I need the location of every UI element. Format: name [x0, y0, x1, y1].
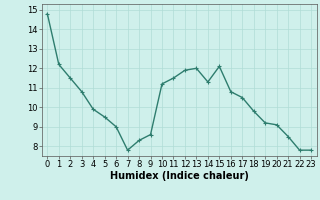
X-axis label: Humidex (Indice chaleur): Humidex (Indice chaleur) [110, 171, 249, 181]
